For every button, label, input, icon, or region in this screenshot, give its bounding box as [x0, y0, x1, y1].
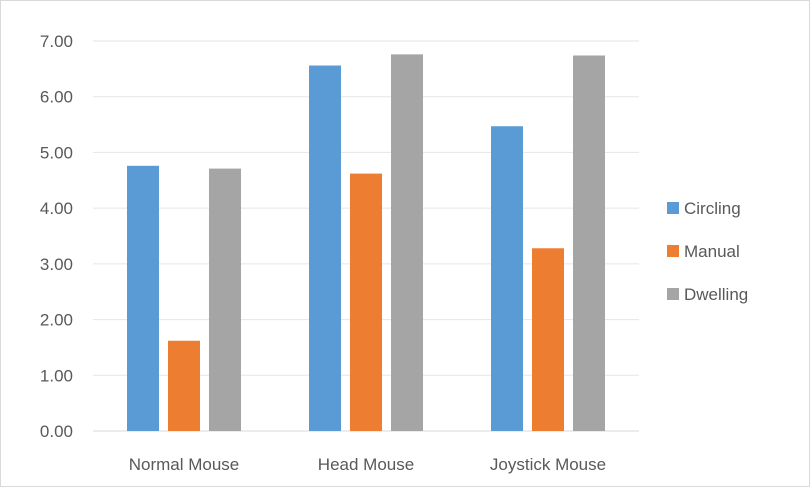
legend-swatch-dwelling [667, 288, 679, 300]
y-tick-label: 4.00 [40, 199, 73, 218]
bar-circling-normal-mouse [127, 165, 159, 432]
y-tick-label: 0.00 [40, 422, 73, 441]
y-axis-tick-labels: 0.00 1.00 2.00 3.00 4.00 5.00 6.00 7.00 [40, 32, 73, 441]
legend: Circling Manual Dwelling [667, 199, 748, 304]
legend-label-dwelling: Dwelling [684, 285, 748, 304]
bar-dwelling-joystick-mouse [573, 55, 605, 431]
legend-swatch-circling [667, 202, 679, 214]
x-axis-category-labels: Normal Mouse Head Mouse Joystick Mouse [129, 455, 606, 474]
x-category-label: Joystick Mouse [490, 455, 606, 474]
y-tick-label: 6.00 [40, 88, 73, 107]
legend-label-circling: Circling [684, 199, 741, 218]
bar-manual-joystick-mouse [532, 248, 564, 431]
bar-dwelling-normal-mouse [209, 168, 241, 432]
legend-label-manual: Manual [684, 242, 740, 261]
legend-swatch-manual [667, 245, 679, 257]
y-tick-label: 7.00 [40, 32, 73, 51]
y-tick-label: 2.00 [40, 311, 73, 330]
bar-manual-head-mouse [350, 173, 382, 431]
y-tick-label: 1.00 [40, 366, 73, 385]
bars [127, 54, 605, 432]
bar-manual-normal-mouse [168, 340, 200, 431]
x-category-label: Head Mouse [318, 455, 414, 474]
bar-dwelling-head-mouse [391, 54, 423, 431]
y-tick-label: 5.00 [40, 143, 73, 162]
y-tick-label: 3.00 [40, 255, 73, 274]
x-category-label: Normal Mouse [129, 455, 240, 474]
bar-circling-head-mouse [309, 65, 341, 431]
bar-circling-joystick-mouse [491, 126, 523, 431]
